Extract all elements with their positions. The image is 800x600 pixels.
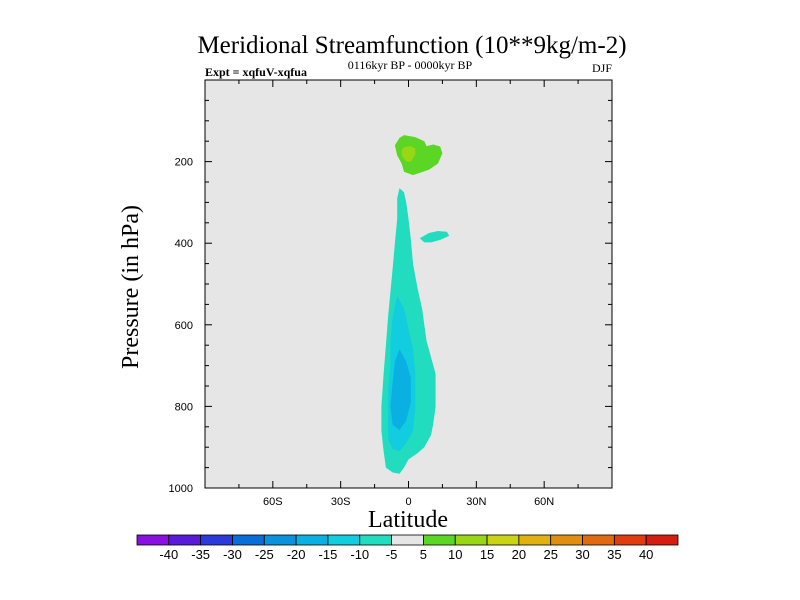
colorbar-label: -5 [386, 547, 398, 562]
colorbar-box [232, 534, 265, 546]
colorbar-label: -20 [287, 547, 306, 562]
axis-ticks: 60S 30S 0 30N 60N 200 400 600 800 1000 [169, 80, 612, 508]
colorbar-box [136, 534, 170, 546]
contour-region-mid-negative-lobe [419, 231, 450, 243]
y-tick-label: 200 [175, 157, 193, 169]
colorbar-label: 10 [448, 547, 462, 562]
x-tick-label: 60N [534, 496, 554, 508]
colorbar-box [168, 534, 202, 546]
colorbar-box [359, 534, 392, 546]
colorbar-box [518, 534, 552, 546]
colorbar-box [550, 534, 583, 546]
colorbar-box [391, 534, 424, 546]
colorbar-label: -25 [255, 547, 274, 562]
y-tick-label: 600 [175, 320, 193, 332]
colorbar: -40 -35 -30 -25 -20 -15 -10 -5 5 10 15 20 25 30 35 40 [136, 534, 679, 562]
experiment-label: Expt = xqfuV-xqfua [205, 65, 307, 79]
x-axis-label: Latitude [368, 507, 448, 533]
y-tick-label: 800 [175, 401, 193, 413]
colorbar-label: 30 [575, 547, 589, 562]
colorbar-box [613, 534, 647, 546]
colorbar-box [423, 534, 456, 546]
colorbar-label: -40 [159, 547, 178, 562]
season-label: DJF [592, 61, 612, 75]
y-axis-label: Pressure (in hPa) [118, 205, 144, 369]
contour-region-upper-positive-core [401, 146, 416, 162]
time-range-label: 0116kyr BP - 0000kyr BP [348, 58, 473, 72]
colorbar-label: 20 [512, 547, 526, 562]
colorbar-box [582, 534, 615, 546]
colorbar-box [200, 534, 233, 546]
contour-regions [381, 135, 450, 474]
colorbar-box [645, 534, 679, 546]
colorbar-label: -15 [319, 547, 338, 562]
colorbar-label: -35 [191, 547, 210, 562]
colorbar-label: 25 [543, 547, 557, 562]
colorbar-label: 35 [607, 547, 621, 562]
x-tick-label: 30S [331, 496, 351, 508]
colorbar-label: 5 [420, 547, 427, 562]
colorbar-box [263, 534, 297, 546]
colorbar-box [327, 534, 361, 546]
colorbar-box [295, 534, 329, 546]
colorbar-box [454, 534, 488, 546]
contour-region-lower-negative-core [390, 349, 411, 431]
colorbar-label: -30 [223, 547, 242, 562]
colorbar-label: -10 [350, 547, 369, 562]
colorbar-label: 40 [639, 547, 653, 562]
x-tick-label: 60S [263, 496, 283, 508]
x-tick-label: 30N [466, 496, 486, 508]
contour-region-upper-positive-outer [394, 135, 443, 176]
y-tick-label: 400 [175, 238, 193, 250]
y-tick-label: 1000 [169, 483, 193, 495]
colorbar-label: 15 [480, 547, 494, 562]
colorbar-box [486, 534, 520, 546]
chart-title: Meridional Streamfunction (10**9kg/m-2) [197, 32, 626, 59]
x-tick-label: 0 [405, 496, 411, 508]
